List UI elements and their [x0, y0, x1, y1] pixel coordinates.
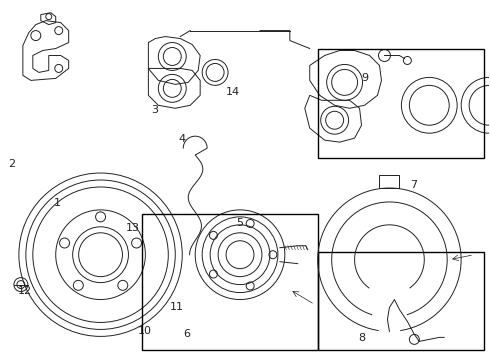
- Text: 7: 7: [410, 180, 417, 190]
- Text: 14: 14: [226, 87, 240, 97]
- Text: 2: 2: [8, 159, 15, 169]
- Text: 1: 1: [53, 198, 61, 208]
- Bar: [318, 252, 484, 350]
- Bar: [143, 214, 318, 350]
- Text: 11: 11: [170, 302, 184, 312]
- Text: 3: 3: [151, 105, 158, 115]
- Text: 4: 4: [178, 134, 185, 144]
- Text: 6: 6: [183, 329, 190, 339]
- Text: 8: 8: [359, 333, 366, 343]
- Bar: [318, 49, 484, 158]
- Text: 10: 10: [138, 325, 152, 336]
- Text: 5: 5: [237, 218, 244, 228]
- Text: 9: 9: [361, 73, 368, 83]
- Text: 13: 13: [126, 224, 140, 233]
- Text: 12: 12: [18, 286, 32, 296]
